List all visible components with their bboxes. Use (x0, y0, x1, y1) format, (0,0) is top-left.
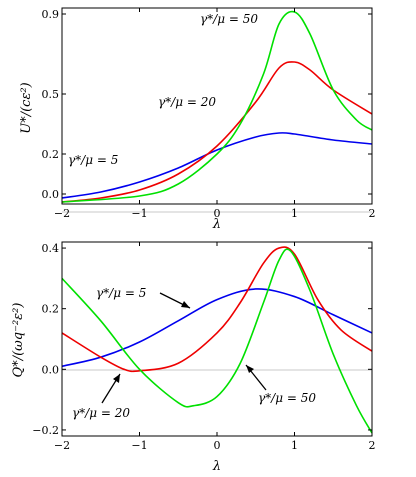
top-xtick-label: −2 (54, 207, 70, 220)
top-series-50 (61, 10, 373, 203)
arrow-gamma5-head (181, 301, 190, 308)
top-annotation-gamma50: γ*/μ = 50 (200, 12, 258, 26)
bottom-ytick-label: 0.0 (42, 363, 60, 376)
top-ytick-label: 0.0 (42, 188, 60, 201)
top-ytick-label: 0.9 (42, 8, 60, 21)
bottom-annotation-gamma20: γ*/μ = 20 (72, 406, 130, 420)
bottom-panel: −2 −1 0 1 2 −0.2 0.0 0.2 0.4 Q*/(ωq⁻²ε²) λ γ*/μ … (11, 241, 376, 474)
top-ylabel: U*/(cε²) (19, 82, 34, 133)
bottom-annotation-gamma5: γ*/μ = 5 (96, 286, 146, 300)
bottom-ticks: −2 −1 0 1 2 −0.2 0.0 0.2 0.4 (32, 242, 376, 452)
bottom-ytick-label: 0.2 (42, 303, 60, 316)
top-series-5 (61, 131, 373, 199)
bottom-xtick-label: 1 (291, 439, 298, 452)
bottom-xtick-label: 0 (214, 439, 221, 452)
bottom-xtick-label: −2 (54, 439, 70, 452)
top-xlabel: λ (212, 217, 221, 232)
bottom-series-5 (61, 288, 373, 368)
top-annotation-gamma20: γ*/μ = 20 (158, 95, 216, 109)
bottom-xtick-label: −1 (131, 439, 147, 452)
top-annotation-gamma5: γ*/μ = 5 (68, 153, 118, 167)
arrow-gamma20-head (113, 374, 120, 383)
top-ytick-label: 0.5 (42, 88, 60, 101)
arrow-gamma50-head (246, 365, 254, 373)
top-ticks: −2 −1 0 1 2 0.0 0.2 0.5 0.9 (42, 8, 376, 220)
top-xtick-label: 2 (369, 207, 376, 220)
bottom-xtick-label: 2 (369, 439, 376, 452)
top-plot-frame (61, 7, 373, 205)
bottom-series-20 (61, 246, 373, 373)
bottom-series-50 (61, 248, 373, 434)
bottom-series-group (61, 246, 373, 434)
bottom-ytick-label: −0.2 (32, 424, 59, 437)
bottom-annotation-gamma50: γ*/μ = 50 (258, 391, 316, 405)
top-ytick-label: 0.2 (42, 148, 60, 161)
bottom-ytick-label: 0.4 (42, 242, 60, 255)
bottom-ylabel: Q*/(ωq⁻²ε²) (11, 303, 26, 378)
top-panel: −2 −1 0 1 2 0.0 0.2 0.5 0.9 U*/(cε²) λ γ*/μ = 50… (19, 7, 376, 232)
top-xtick-label: 0 (214, 207, 221, 220)
bottom-xlabel: λ (212, 459, 221, 474)
top-series-20 (61, 61, 373, 203)
top-series-group (61, 10, 373, 203)
top-xtick-label: 1 (291, 207, 298, 220)
top-xtick-label: −1 (131, 207, 147, 220)
